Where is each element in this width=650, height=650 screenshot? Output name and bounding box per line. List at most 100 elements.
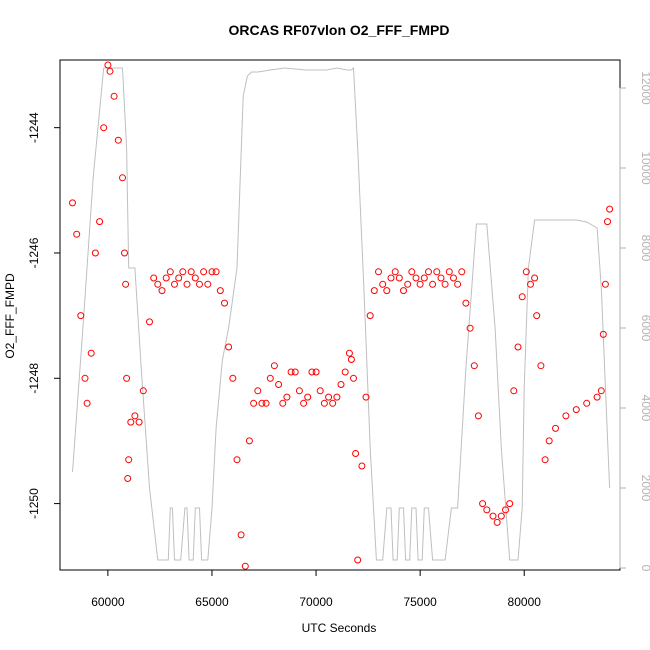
data-point: [583, 399, 591, 407]
data-point: [122, 280, 130, 288]
data-point: [445, 268, 453, 276]
data-point: [383, 287, 391, 295]
y-tick-label: -1250: [27, 488, 41, 519]
data-point: [483, 506, 491, 514]
data-point: [146, 318, 153, 326]
data-point: [96, 218, 104, 226]
data-point: [166, 268, 174, 276]
data-point: [139, 387, 147, 395]
data-point: [312, 368, 320, 376]
data-point: [91, 249, 99, 257]
y-axis: -1250 -1248 -1246 -1244: [27, 112, 61, 519]
data-point: [237, 531, 245, 539]
data-point: [183, 280, 191, 288]
data-point: [408, 268, 416, 276]
data-point: [450, 274, 457, 282]
data-point: [121, 249, 128, 257]
data-point: [304, 393, 312, 401]
data-point: [462, 299, 470, 307]
x-tick-label: 70000: [299, 595, 333, 609]
chart-title: ORCAS RF07vlon O2_FFF_FMPD: [229, 22, 450, 38]
data-point: [541, 456, 549, 464]
data-point: [291, 368, 299, 376]
data-point: [437, 274, 445, 282]
data-point: [470, 362, 478, 370]
data-point: [531, 274, 539, 282]
data-point: [221, 299, 228, 307]
data-point: [510, 387, 518, 395]
x-tick-label: 80000: [508, 595, 542, 609]
data-point: [250, 399, 258, 407]
right-y-tick-label: 8000: [639, 235, 650, 262]
data-point: [127, 418, 135, 426]
data-point: [320, 399, 328, 407]
data-point: [316, 387, 324, 395]
data-point: [135, 418, 143, 426]
data-point: [329, 399, 337, 407]
data-point: [254, 387, 262, 395]
right-y-axis: 0 2000 4000 6000 8000 10000 12000: [619, 71, 650, 572]
data-point: [497, 512, 505, 520]
data-point: [502, 506, 509, 514]
data-point: [241, 562, 249, 570]
data-point: [229, 374, 237, 382]
data-point: [387, 274, 395, 282]
data-point: [275, 381, 283, 388]
data-point: [106, 67, 114, 75]
data-point: [345, 349, 353, 357]
data-point: [395, 274, 403, 282]
data-point: [283, 393, 291, 401]
data-point: [245, 437, 253, 445]
right-y-tick-label: 6000: [639, 315, 650, 342]
data-point: [362, 393, 370, 401]
data-point: [270, 362, 278, 370]
data-point: [537, 362, 545, 370]
data-point: [466, 324, 474, 332]
data-point: [196, 280, 203, 288]
data-point: [341, 368, 349, 376]
data-point: [572, 406, 580, 414]
data-point: [604, 218, 611, 226]
data-point: [433, 268, 441, 276]
data-point: [123, 374, 131, 382]
data-point: [73, 230, 81, 238]
data-point: [514, 343, 522, 351]
right-y-tick-label: 10000: [639, 151, 650, 185]
right-y-tick-label: 2000: [639, 475, 650, 502]
data-point: [119, 174, 126, 182]
data-point: [391, 268, 399, 276]
data-point: [77, 312, 85, 320]
data-point: [125, 456, 133, 464]
data-point: [350, 374, 357, 382]
data-point: [114, 136, 122, 144]
data-point: [212, 268, 220, 276]
data-point: [599, 330, 607, 338]
data-point: [601, 280, 609, 288]
data-point: [404, 280, 412, 288]
data-point: [420, 274, 428, 282]
data-point: [200, 268, 208, 276]
x-axis-label: UTC Seconds: [302, 621, 377, 635]
data-point: [295, 387, 303, 395]
x-tick-label: 75000: [403, 595, 437, 609]
data-point: [279, 399, 287, 407]
data-point: [100, 124, 108, 132]
o2-point-series: [69, 61, 614, 570]
data-point: [204, 280, 212, 288]
data-point: [375, 268, 382, 276]
data-point: [191, 274, 199, 282]
data-point: [597, 387, 605, 395]
x-tick-label: 60000: [91, 595, 125, 609]
data-point: [104, 61, 112, 69]
data-point: [429, 280, 437, 288]
data-point: [489, 512, 497, 520]
data-point: [354, 556, 362, 564]
right-y-tick-label: 0: [639, 565, 650, 572]
data-point: [479, 500, 487, 508]
right-y-tick-label: 4000: [639, 395, 650, 422]
data-point: [370, 287, 378, 295]
right-y-tick-label: 12000: [639, 71, 650, 105]
data-point: [416, 280, 424, 288]
data-point: [262, 399, 270, 407]
x-axis: 60000 65000 70000 75000 80000: [91, 569, 542, 609]
